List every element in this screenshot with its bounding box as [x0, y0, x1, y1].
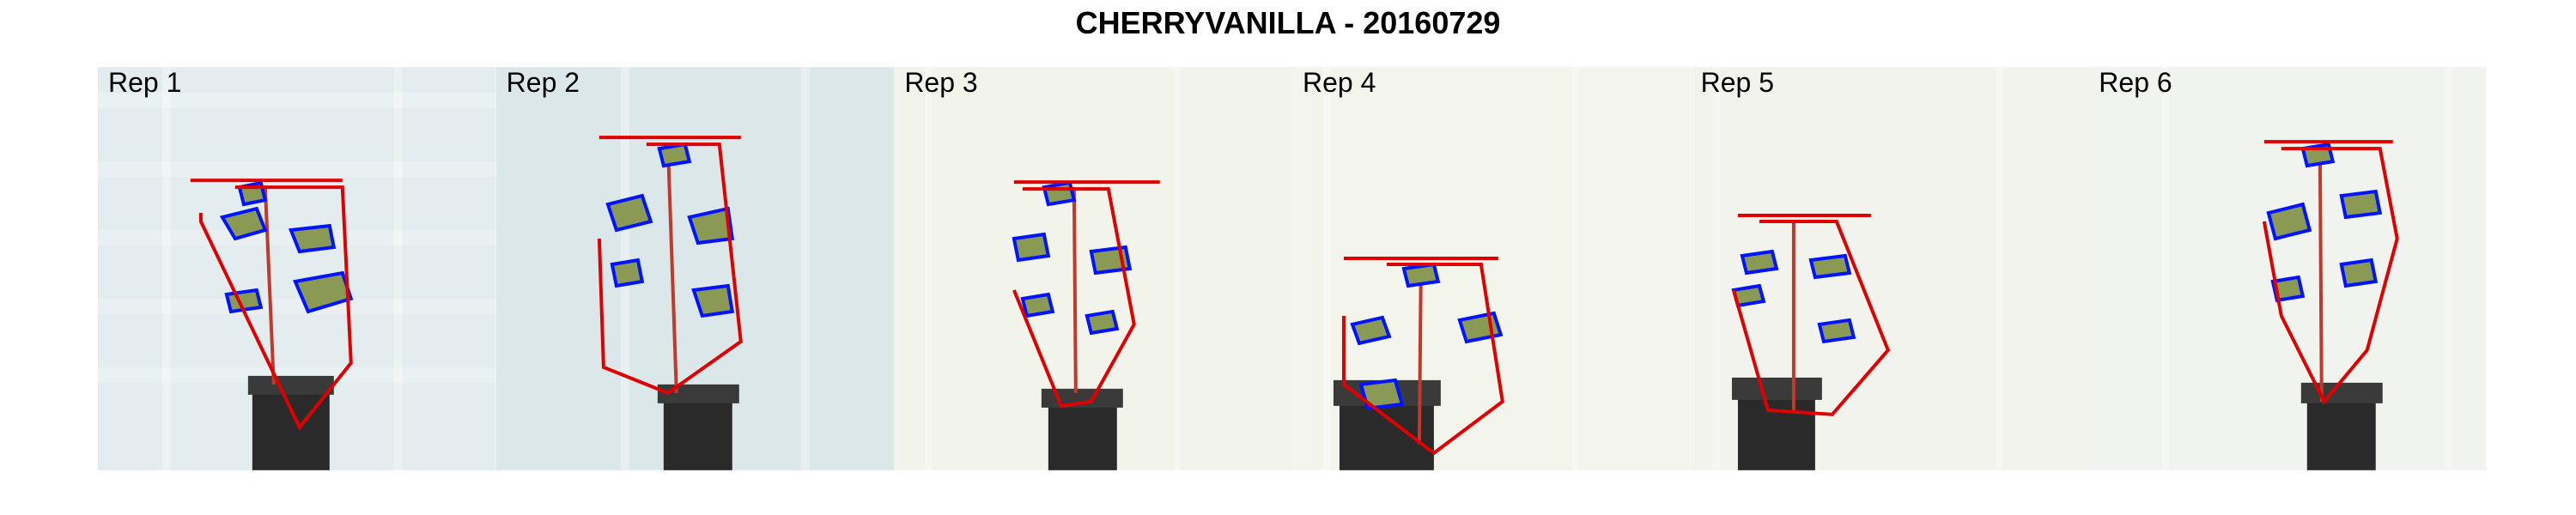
rep-4-label: Rep 4 [1302, 67, 1376, 98]
rep-5-label: Rep 5 [1700, 67, 1775, 98]
rep-6-photo [2088, 67, 2487, 470]
rep-1-label: Rep 1 [108, 67, 182, 98]
rep-5-panel: Rep 5 [1690, 67, 2089, 470]
rep-2-panel: Rep 2 [495, 67, 895, 470]
rep-2-photo [495, 67, 895, 470]
rep-2-label: Rep 2 [506, 67, 580, 98]
rep-1-photo [98, 67, 496, 470]
rep-6-panel: Rep 6 [2088, 67, 2487, 470]
rep-4-photo [1291, 67, 1691, 470]
rep-4-panel: Rep 4 [1291, 67, 1691, 470]
photo-strip: Rep 1 Rep 2 [98, 67, 2487, 470]
rep-3-photo [894, 67, 1292, 470]
rep-1-panel: Rep 1 [98, 67, 496, 470]
rep-5-photo [1690, 67, 2089, 470]
rep-3-label: Rep 3 [904, 67, 978, 98]
rep-6-label: Rep 6 [2099, 67, 2172, 98]
rep-3-panel: Rep 3 [894, 67, 1292, 470]
figure-title: CHERRYVANILLA - 20160729 [1075, 5, 1501, 40]
